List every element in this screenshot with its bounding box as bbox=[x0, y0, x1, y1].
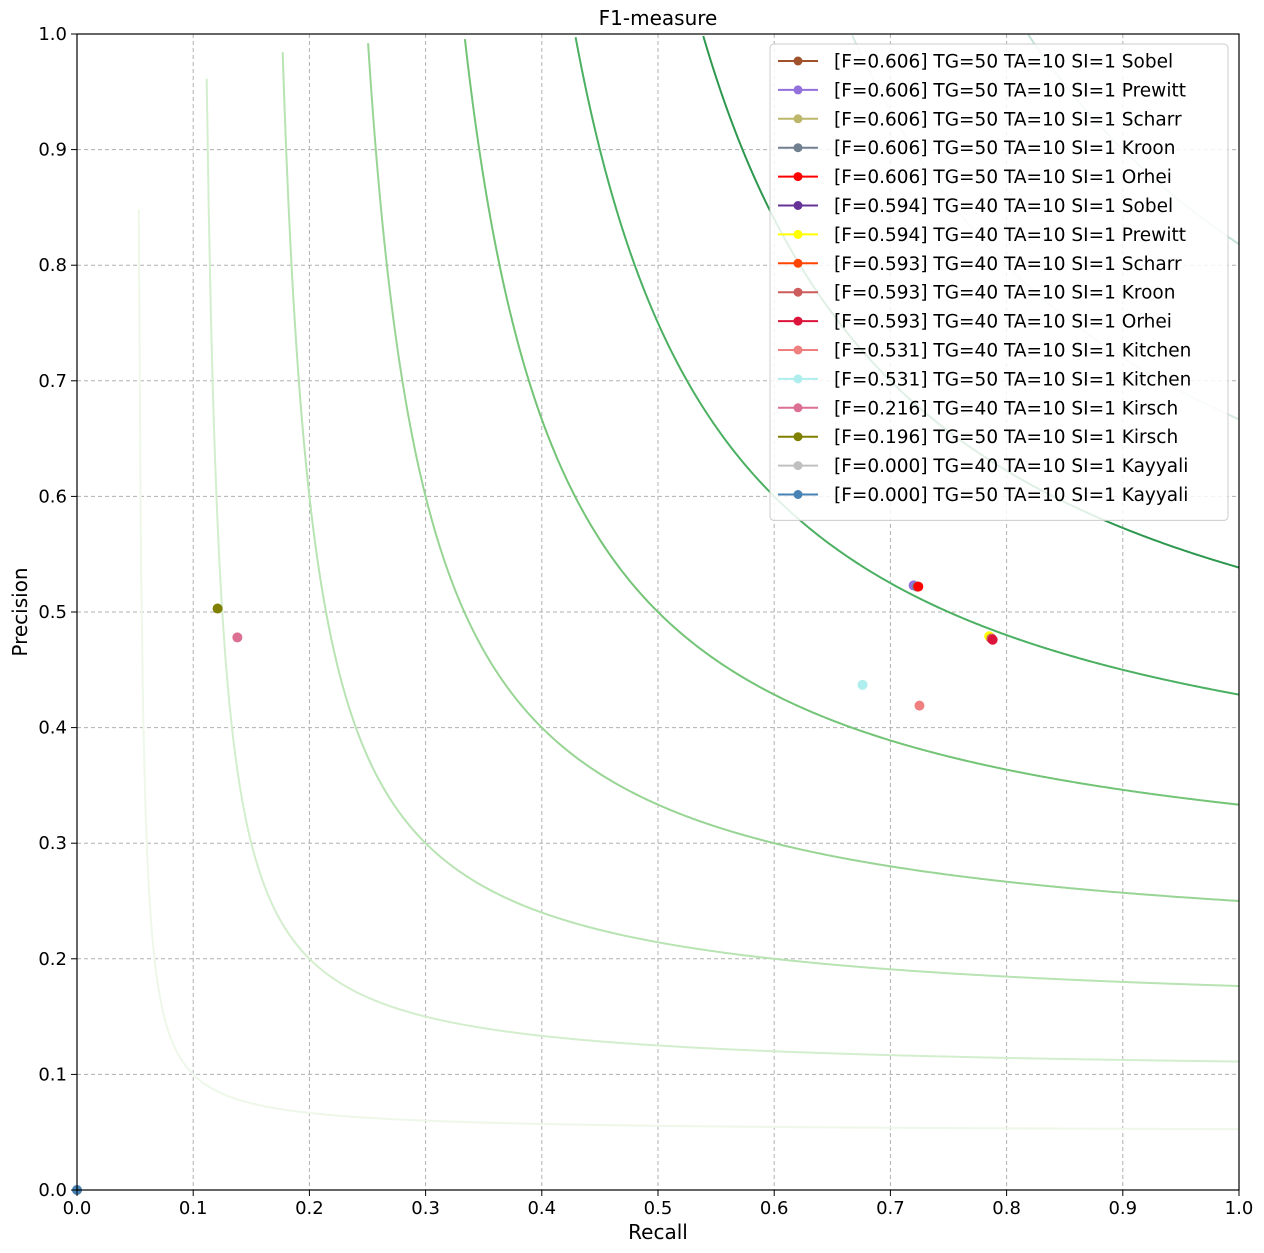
data-point bbox=[857, 679, 868, 690]
x-tick-label: 0.1 bbox=[179, 1198, 208, 1219]
legend-marker bbox=[793, 258, 803, 268]
legend-marker bbox=[793, 403, 803, 413]
iso-f1-curve bbox=[367, 43, 1240, 902]
legend-marker bbox=[793, 85, 803, 95]
data-point bbox=[913, 581, 924, 592]
legend-marker bbox=[793, 114, 803, 124]
legend-marker bbox=[793, 345, 803, 355]
x-tick-label: 0.0 bbox=[63, 1198, 92, 1219]
legend-marker bbox=[793, 172, 803, 182]
legend-label: [F=0.606] TG=50 TA=10 SI=1 Kroon bbox=[834, 138, 1175, 159]
y-tick-label: 0.7 bbox=[38, 371, 67, 392]
y-tick-label: 0.1 bbox=[38, 1064, 67, 1085]
iso-f1-curve bbox=[137, 209, 1240, 1131]
y-tick-label: 1.0 bbox=[38, 24, 67, 45]
legend-marker bbox=[793, 490, 803, 499]
chart-title: F1-measure bbox=[599, 6, 718, 30]
x-tick-label: 0.8 bbox=[992, 1198, 1021, 1219]
legend-label: [F=0.606] TG=50 TA=10 SI=1 Scharr bbox=[834, 109, 1182, 130]
y-tick-label: 0.4 bbox=[38, 718, 67, 739]
y-axis-ticks: 0.0 0.1 0.2 0.3 0.4 0.5 0.6 0.7 0.8 0.9 1.0 bbox=[38, 24, 77, 1201]
x-tick-label: 0.7 bbox=[876, 1198, 905, 1219]
legend-marker bbox=[793, 287, 803, 297]
y-tick-label: 0.9 bbox=[38, 140, 67, 161]
x-tick-label: 0.3 bbox=[411, 1198, 440, 1219]
data-point bbox=[914, 700, 925, 711]
x-axis-label: Recall bbox=[628, 1220, 688, 1244]
y-tick-label: 0.3 bbox=[38, 833, 67, 854]
y-axis-label: Precision bbox=[8, 567, 32, 656]
x-tick-label: 0.4 bbox=[527, 1198, 556, 1219]
legend-label: [F=0.216] TG=40 TA=10 SI=1 Kirsch bbox=[834, 398, 1178, 419]
legend-label: [F=0.594] TG=40 TA=10 SI=1 Sobel bbox=[834, 196, 1173, 217]
y-tick-label: 0.5 bbox=[38, 602, 67, 623]
x-tick-label: 0.2 bbox=[295, 1198, 324, 1219]
legend-marker bbox=[793, 201, 803, 210]
legend-label: [F=0.606] TG=50 TA=10 SI=1 Sobel bbox=[834, 52, 1173, 73]
legend-marker bbox=[793, 374, 803, 384]
legend-box bbox=[769, 43, 1229, 521]
legend: [F=0.606] TG=50 TA=10 SI=1 Sobel [F=0.606… bbox=[769, 43, 1229, 521]
data-points bbox=[72, 580, 998, 1195]
legend-marker bbox=[793, 56, 803, 66]
legend-label: [F=0.531] TG=50 TA=10 SI=1 Kitchen bbox=[834, 369, 1191, 390]
data-point bbox=[987, 634, 998, 645]
iso-f1-curve bbox=[463, 39, 1240, 806]
iso-f1-curve bbox=[574, 36, 1240, 696]
data-point bbox=[212, 603, 223, 614]
y-tick-label: 0.6 bbox=[38, 486, 67, 507]
legend-label: [F=0.196] TG=50 TA=10 SI=1 Kirsch bbox=[834, 427, 1178, 448]
iso-f1-curve bbox=[281, 52, 1240, 987]
legend-label: [F=0.594] TG=40 TA=10 SI=1 Prewitt bbox=[834, 225, 1186, 246]
legend-label: [F=0.593] TG=40 TA=10 SI=1 Kroon bbox=[834, 283, 1175, 304]
legend-label: [F=0.000] TG=50 TA=10 SI=1 Kayyali bbox=[834, 485, 1188, 506]
legend-label: [F=0.606] TG=50 TA=10 SI=1 Prewitt bbox=[834, 80, 1186, 101]
legend-marker bbox=[793, 461, 803, 471]
legend-label: [F=0.531] TG=40 TA=10 SI=1 Kitchen bbox=[834, 341, 1191, 362]
legend-marker bbox=[793, 316, 803, 326]
legend-marker bbox=[793, 229, 803, 239]
data-point bbox=[232, 632, 243, 643]
legend-marker bbox=[793, 143, 803, 153]
legend-label: [F=0.606] TG=50 TA=10 SI=1 Orhei bbox=[834, 167, 1172, 188]
x-tick-label: 0.9 bbox=[1108, 1198, 1137, 1219]
legend-label: [F=0.593] TG=40 TA=10 SI=1 Scharr bbox=[834, 254, 1182, 275]
legend-marker bbox=[793, 432, 803, 442]
x-tick-label: 1.0 bbox=[1225, 1198, 1254, 1219]
y-tick-label: 0.8 bbox=[38, 255, 67, 276]
x-tick-label: 0.6 bbox=[760, 1198, 789, 1219]
legend-label: [F=0.593] TG=40 TA=10 SI=1 Orhei bbox=[834, 312, 1172, 333]
x-axis-ticks: 0.0 0.1 0.2 0.3 0.4 0.5 0.6 0.7 0.8 0.9 1.0 bbox=[63, 1190, 1254, 1219]
legend-label: [F=0.000] TG=40 TA=10 SI=1 Kayyali bbox=[834, 456, 1188, 477]
y-tick-label: 0.0 bbox=[38, 1180, 67, 1201]
iso-f1-curve bbox=[205, 78, 1240, 1063]
x-tick-label: 0.5 bbox=[644, 1198, 673, 1219]
y-tick-label: 0.2 bbox=[38, 949, 67, 970]
